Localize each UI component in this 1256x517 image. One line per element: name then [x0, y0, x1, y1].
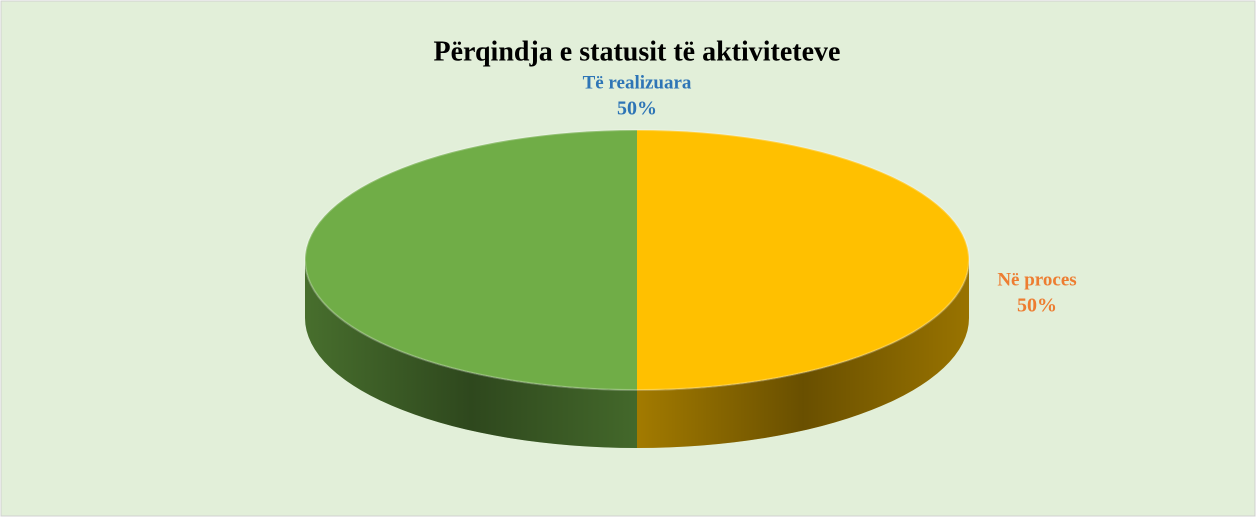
chart-title: Përqindja e statusit të aktiviteteve: [434, 36, 841, 67]
data-label-name: Në proces: [997, 269, 1076, 290]
slice-side-shade: [305, 260, 637, 448]
data-label-value: 50%: [617, 98, 657, 120]
slice: [305, 130, 637, 390]
data-label-name: Të realizuara: [583, 72, 692, 93]
data-label-value: 50%: [1017, 295, 1057, 317]
slice-side-shade: [637, 260, 969, 448]
rim-highlight: [304, 129, 970, 391]
slice: [637, 130, 969, 390]
